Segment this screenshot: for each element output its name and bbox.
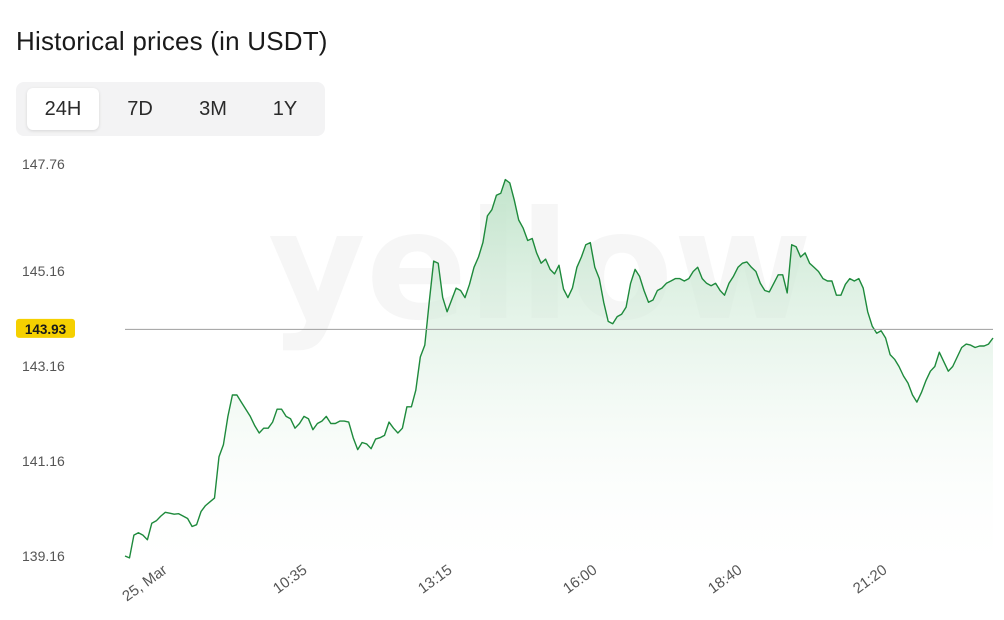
y-tick-label: 143.16 bbox=[22, 358, 65, 374]
tab-1y[interactable]: 1Y bbox=[272, 98, 298, 120]
tab-3m[interactable]: 3M bbox=[199, 98, 227, 120]
price-line bbox=[124, 178, 994, 559]
tab-7d[interactable]: 7D bbox=[127, 98, 153, 120]
y-tick-label: 145.16 bbox=[22, 263, 65, 279]
y-axis: 147.76 145.16 143.16 141.16 139.16 bbox=[22, 156, 65, 564]
current-price-value: 143.93 bbox=[25, 322, 67, 337]
page-title: Historical prices (in USDT) bbox=[16, 26, 328, 56]
y-tick-label: 147.76 bbox=[22, 156, 65, 172]
tab-24h[interactable]: 24H bbox=[27, 88, 99, 130]
y-tick-label: 139.16 bbox=[22, 548, 65, 564]
y-tick-label: 141.16 bbox=[22, 453, 65, 469]
current-price-badge bbox=[16, 318, 75, 338]
timeframe-tabs: 24H 7D 3M 1Y bbox=[16, 82, 325, 136]
